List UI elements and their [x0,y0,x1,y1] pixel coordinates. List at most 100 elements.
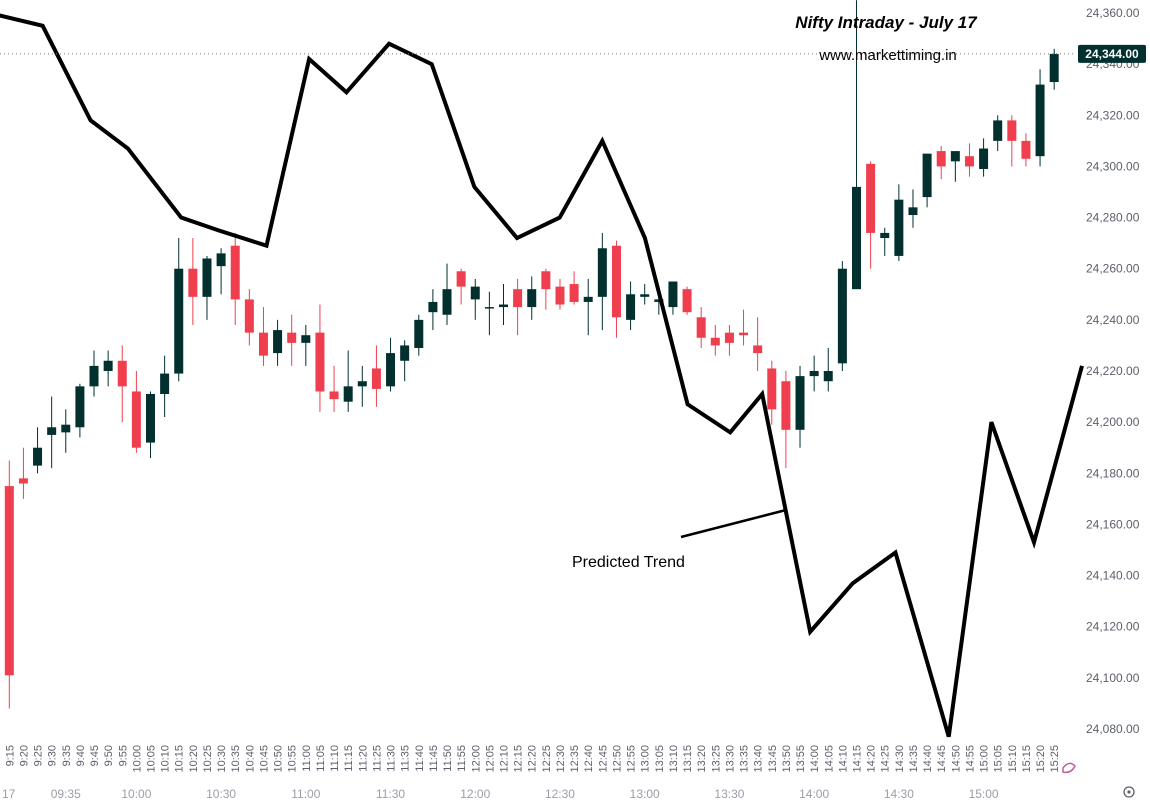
date-label: 17 [2,787,16,800]
x-tick-label: 11:30 [386,745,398,772]
x-tick-label: 9:55 [117,745,129,766]
candle [696,307,706,348]
candle-body [852,186,861,290]
x-tick-label: 13:05 [654,745,666,773]
settings-icon[interactable] [1123,786,1135,798]
candle [555,278,565,310]
candle-body [555,286,565,305]
candle-body [626,294,636,320]
candle [33,427,43,474]
candle [710,324,720,356]
candle-body [795,376,805,430]
candle [583,278,593,336]
candle-body [710,337,720,346]
x-tick-label: 10:05 [146,745,158,773]
x-tick-label: 14:00 [809,745,821,773]
candle [301,324,311,366]
candle-body [103,360,113,371]
candle [357,365,367,407]
candle-body [33,447,43,466]
x-tick-label: 10:35 [230,745,242,773]
x-tick-label: 12:25 [541,745,553,773]
x-tick-label: 10:00 [131,745,143,773]
candle [131,371,141,453]
candle-body [837,268,847,364]
candle-body [597,248,607,297]
x-tick-label: 13:30 [724,745,736,773]
candle-body [936,151,946,167]
x-major-label: 10:00 [121,787,151,800]
x-tick-label: 14:50 [950,745,962,773]
x-tick-label: 15:05 [993,745,1005,773]
candle [103,350,113,387]
candle-body [668,281,678,308]
x-tick-label: 11:00 [301,745,313,772]
candle [894,184,904,262]
candle-body [1007,120,1017,141]
candle-body [456,271,466,287]
x-tick-label: 11:10 [329,745,341,772]
y-tick-label: 24,280.00 [1086,211,1140,225]
x-major-label: 15:00 [969,787,999,800]
x-tick-label: 12:05 [484,745,496,773]
x-tick-label: 12:35 [569,745,581,773]
candle-body [244,299,254,333]
y-tick-label: 24,260.00 [1086,262,1140,276]
y-tick-label: 24,200.00 [1086,415,1140,429]
current-price-tag [1078,44,1146,63]
x-tick-label: 15:25 [1049,745,1061,773]
candle-body [1035,84,1045,157]
candle [795,365,805,448]
candle-body [258,332,268,356]
candle [682,286,692,315]
candle [611,240,621,338]
candle-body [527,289,537,308]
candle [400,340,410,382]
x-major-label: 14:00 [799,787,829,800]
x-tick-label: 11:45 [428,745,440,772]
x-tick-label: 9:35 [61,745,73,766]
x-tick-label: 14:10 [837,745,849,773]
candle [244,289,254,346]
candle-body [950,151,960,162]
candle-body [75,386,85,428]
x-tick-label: 13:45 [767,745,779,773]
candle [753,317,763,371]
candle [47,396,57,469]
candle-body [329,391,339,400]
candle-body [160,373,170,395]
x-tick-label: 11:15 [343,745,355,772]
x-tick-label: 14:40 [922,745,934,773]
x-tick-label: 15:20 [1035,745,1047,773]
y-tick-label: 24,360.00 [1086,6,1140,20]
candle [499,284,508,325]
x-tick-label: 12:15 [513,745,525,773]
candle-body [866,163,876,233]
y-tick-label: 24,220.00 [1086,364,1140,378]
candle-body [781,381,791,430]
current-price-label: 24,344.00 [1085,47,1139,61]
candle-body [414,319,424,348]
candle [160,355,170,418]
candle-body [386,353,396,387]
x-tick-label: 14:55 [964,745,976,773]
candle [414,314,424,356]
x-tick-label: 10:20 [188,745,200,773]
candle-body [739,332,749,336]
candle [964,143,974,177]
chart-subtitle: www.markettiming.in [818,47,957,64]
candle-body [202,258,212,297]
candle [4,460,14,709]
x-tick-label: 15:15 [1021,745,1033,773]
x-tick-label: 12:10 [499,745,511,773]
predicted-trend-group [0,13,1084,738]
candle [1007,115,1017,167]
candle-body [809,371,819,377]
candle [908,189,918,228]
candle [484,291,494,336]
candle-body [894,199,904,256]
candle-body [993,120,1003,141]
x-tick-label: 13:35 [739,745,751,773]
x-tick-label: 13:00 [640,745,652,773]
